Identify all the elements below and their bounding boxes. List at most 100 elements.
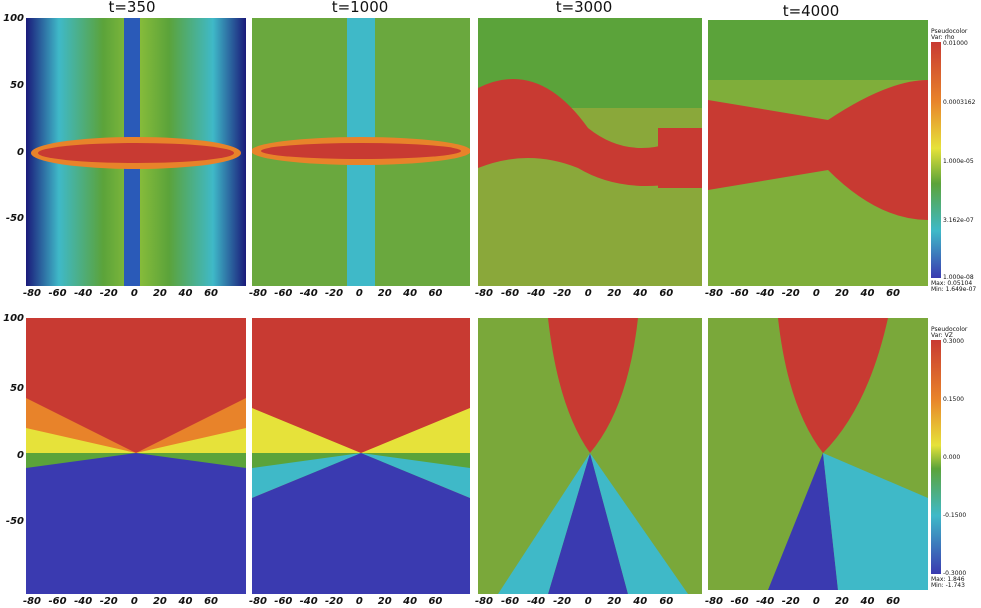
colorbar-max: Max: 1.846: [931, 576, 965, 583]
y-tick-bottom: -50: [5, 516, 24, 527]
colorbar-label: 0.1500: [943, 396, 964, 403]
x-tick: 60: [886, 596, 901, 607]
x-tick: -40: [74, 596, 93, 607]
x-tick: -60: [730, 596, 749, 607]
vz-panel-t3000: [478, 318, 702, 594]
x-tick: -80: [22, 596, 42, 607]
x-tick: 0: [812, 288, 820, 299]
x-tick: 20: [152, 288, 167, 299]
x-tick: -20: [99, 596, 118, 607]
x-tick: -20: [99, 288, 118, 299]
colorbar-label: 0.0003162: [943, 99, 976, 106]
x-tick: 40: [633, 596, 648, 607]
x-tick: 0: [355, 596, 363, 607]
x-tick: 40: [403, 596, 418, 607]
x-tick: -20: [553, 288, 572, 299]
x-tick: -80: [248, 288, 268, 299]
x-tick: -20: [324, 288, 344, 299]
x-tick: 0: [355, 288, 363, 299]
x-tick: -80: [22, 288, 42, 299]
y-tick-top: 100: [3, 13, 24, 24]
x-tick: 60: [428, 288, 443, 299]
x-tick: 0: [584, 288, 592, 299]
y-tick-top: -50: [5, 213, 24, 224]
x-tick: -60: [274, 288, 293, 299]
x-tick: 20: [152, 596, 167, 607]
x-tick: 0: [130, 596, 138, 607]
x-tick: 20: [834, 596, 849, 607]
colorbar-label: -0.3000: [943, 570, 967, 577]
x-tick: 40: [633, 288, 648, 299]
x-tick: -40: [299, 288, 318, 299]
x-tick: 40: [178, 596, 193, 607]
x-tick: 60: [659, 288, 674, 299]
x-tick: 40: [178, 288, 193, 299]
x-tick: 20: [377, 288, 392, 299]
x-tick: -80: [248, 596, 268, 607]
x-tick: -60: [500, 288, 520, 299]
x-tick: -60: [500, 596, 520, 607]
y-tick-bottom: 0: [17, 450, 24, 461]
colorbar-vz: Pseudocolor Var: VZ 0.3000 0.1500 0.000 …: [931, 326, 979, 596]
x-tick: -40: [74, 288, 93, 299]
panel-title-t1000: t=1000: [331, 0, 389, 16]
colorbar-label: 3.162e-07: [943, 217, 974, 224]
y-tick-top: 50: [10, 80, 24, 91]
x-tick: -80: [704, 288, 724, 299]
panel-title-t3000: t=3000: [555, 0, 613, 16]
density-panel-t1000: [252, 18, 470, 286]
colorbar-min: Min: 1.649e-07: [931, 286, 977, 293]
vz-panel-t350: [26, 318, 246, 594]
density-panel-t350: [26, 18, 246, 286]
x-tick: 40: [860, 596, 875, 607]
x-tick: -20: [553, 596, 572, 607]
panel-title-t350: t=350: [108, 0, 156, 16]
x-tick: 60: [204, 596, 219, 607]
density-panel-t4000: [708, 20, 928, 286]
x-tick: 20: [607, 596, 622, 607]
x-tick: 60: [659, 596, 674, 607]
colorbar-label: -0.1500: [943, 512, 967, 519]
x-tick: -40: [527, 288, 546, 299]
vz-panel-t4000: [708, 318, 928, 590]
colorbar-var: Var: VZ: [931, 332, 953, 339]
x-tick: 20: [607, 288, 622, 299]
density-panel-t3000: [478, 18, 702, 286]
x-tick: -40: [756, 288, 775, 299]
colorbar-gradient: [931, 340, 941, 574]
x-tick: 0: [584, 596, 592, 607]
x-tick: -40: [527, 596, 546, 607]
x-tick: -80: [474, 288, 494, 299]
x-tick: -60: [48, 596, 67, 607]
colorbar-gradient: [931, 42, 941, 278]
colorbar-max: Max: 0.05104: [931, 280, 973, 287]
x-tick: 20: [834, 288, 849, 299]
x-tick: 60: [886, 288, 901, 299]
x-tick: -20: [324, 596, 344, 607]
x-tick: -20: [781, 596, 800, 607]
y-tick-bottom: 50: [10, 383, 24, 394]
colorbar-label: 1.000e-05: [943, 158, 974, 165]
colorbar-min: Min: -1.743: [931, 582, 965, 589]
x-tick: 40: [860, 288, 875, 299]
x-tick: 60: [428, 596, 443, 607]
colorbar-density: Pseudocolor Var: rho 0.01000 0.0003162 1…: [931, 28, 979, 293]
colorbar-header: Pseudocolor: [931, 28, 968, 35]
x-tick: 0: [812, 596, 820, 607]
y-tick-top: 0: [17, 147, 24, 158]
x-tick: -80: [704, 596, 724, 607]
x-tick: 40: [403, 288, 418, 299]
x-tick: -40: [299, 596, 318, 607]
colorbar-label: 0.01000: [943, 40, 968, 47]
colorbar-label: 0.3000: [943, 338, 964, 345]
colorbar-label: 1.000e-08: [943, 274, 974, 281]
x-tick: -60: [730, 288, 749, 299]
panel-title-t4000: t=4000: [782, 2, 840, 20]
x-tick: -80: [474, 596, 494, 607]
x-tick: -20: [781, 288, 800, 299]
colorbar-var: Var: rho: [931, 34, 955, 41]
colorbar-header: Pseudocolor: [931, 326, 968, 333]
x-tick: 20: [377, 596, 392, 607]
x-tick: -60: [274, 596, 293, 607]
x-tick: 0: [130, 288, 138, 299]
